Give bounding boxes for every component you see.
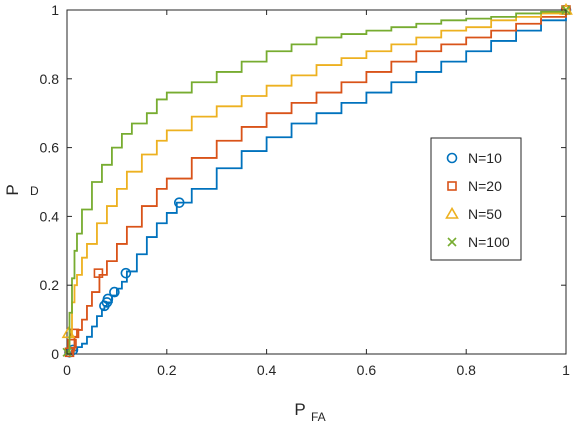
x-axis-label-subscript: FA <box>311 410 326 424</box>
y-tick-label: 1 <box>51 2 59 18</box>
y-tick-label: 0.8 <box>40 71 60 87</box>
series-marker <box>120 267 132 279</box>
series-marker <box>93 268 104 278</box>
x-axis-label: P FA <box>294 400 325 424</box>
legend-label: N=20 <box>468 178 502 194</box>
series-line <box>67 10 567 355</box>
legend: N=10 N=20 N=50 N=100 <box>430 137 522 261</box>
y-tick-label: 0.4 <box>40 208 60 224</box>
y-axis-label: P D <box>3 184 39 198</box>
legend-marker <box>447 181 457 191</box>
legend-label: N=50 <box>468 206 502 222</box>
tick-layer: 0 0.2 0.4 0.6 0.8 1 0 0.2 0.4 0.6 0.8 1 <box>40 2 571 378</box>
legend-item: N=50 <box>445 206 502 222</box>
y-axis-label-text: P <box>3 184 22 195</box>
legend-item: N=100 <box>447 234 510 250</box>
legend-box <box>430 137 522 261</box>
x-tick-label: 0.6 <box>357 362 377 378</box>
x-tick-label: 1 <box>562 362 570 378</box>
legend-marker <box>447 237 457 247</box>
series-marker <box>61 326 76 339</box>
series-line <box>67 10 567 355</box>
series-n-10 <box>64 4 572 358</box>
series-marker <box>67 338 77 349</box>
legend-items: N=10 N=20 N=50 N=100 <box>445 150 510 250</box>
y-tick-label: 0 <box>51 346 59 362</box>
series-marker <box>102 293 114 305</box>
legend-label: N=10 <box>468 150 502 166</box>
y-axis-label-subscript: D <box>30 184 39 198</box>
series-line <box>67 10 567 355</box>
series-marker <box>173 197 185 208</box>
legend-marker <box>446 152 458 164</box>
x-tick-label: 0.2 <box>157 362 177 378</box>
legend-label: N=100 <box>468 234 510 250</box>
legend-item: N=10 <box>446 150 502 166</box>
y-tick-label: 0.6 <box>40 140 60 156</box>
legend-marker <box>445 206 459 219</box>
x-tick-label: 0.8 <box>456 362 476 378</box>
series-layer <box>61 2 573 358</box>
x-axis-label-text: P <box>294 400 305 419</box>
legend-item: N=20 <box>447 178 502 194</box>
x-tick-label: 0 <box>63 362 71 378</box>
series-marker <box>109 286 120 298</box>
series-line <box>67 10 567 355</box>
x-tick-label: 0.4 <box>257 362 277 378</box>
y-tick-label: 0.2 <box>40 277 60 293</box>
